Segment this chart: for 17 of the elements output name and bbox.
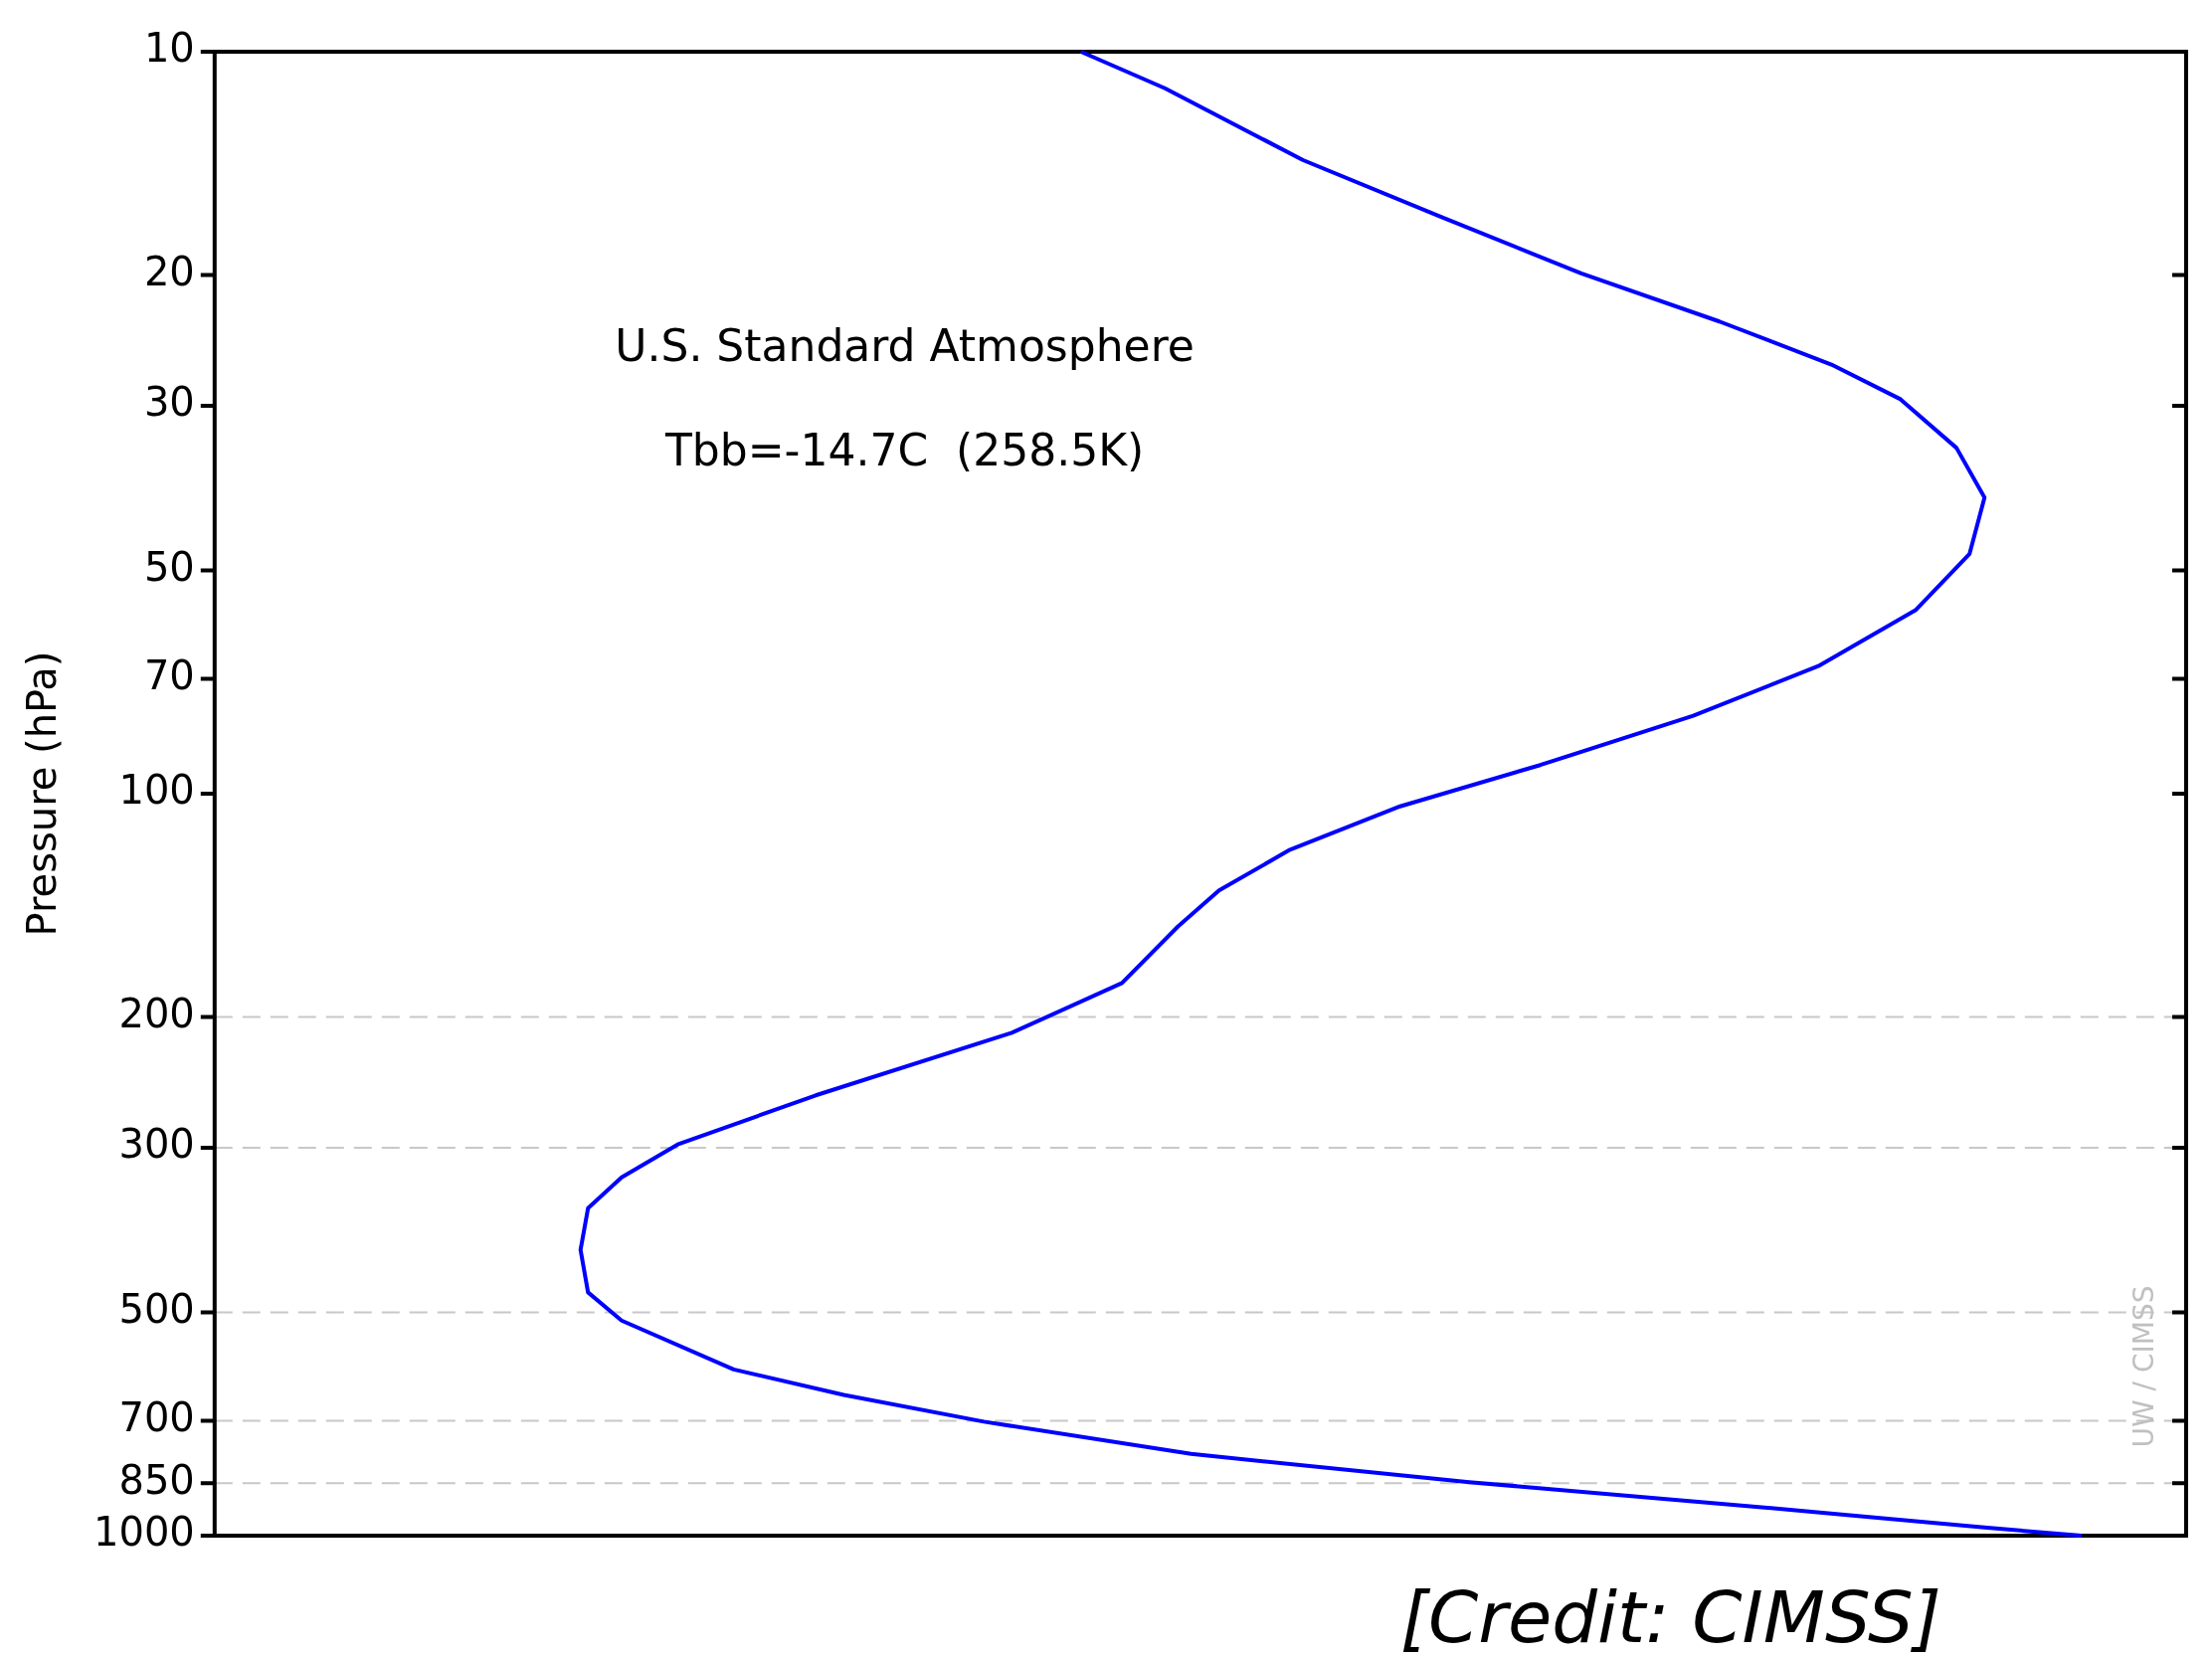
y-tick-label: 700 [118, 1393, 195, 1440]
y-tick-label: 10 [143, 25, 195, 72]
y-tick-label: 1000 [93, 1509, 195, 1556]
y-tick-label: 300 [118, 1121, 195, 1168]
y-tick-label: 200 [118, 990, 195, 1036]
y-tick-label: 20 [143, 248, 195, 294]
y-tick-label: 100 [118, 767, 195, 814]
y-tick-label: 500 [118, 1285, 195, 1332]
y-tick-label: 850 [118, 1456, 195, 1503]
text: UW / CIMSS [2127, 1285, 2161, 1448]
annotation: Tbb=-14.7C (258.5K) [663, 425, 1145, 476]
annotation: U.S. Standard Atmosphere [615, 320, 1195, 372]
text: [Credit: CIMSS] [1399, 1575, 1942, 1657]
y-tick-label: 30 [143, 379, 195, 426]
y-axis-title: Pressure (hPa) [19, 650, 66, 937]
y-tick-label: 50 [143, 543, 195, 590]
y-tick-label: 70 [143, 651, 195, 698]
